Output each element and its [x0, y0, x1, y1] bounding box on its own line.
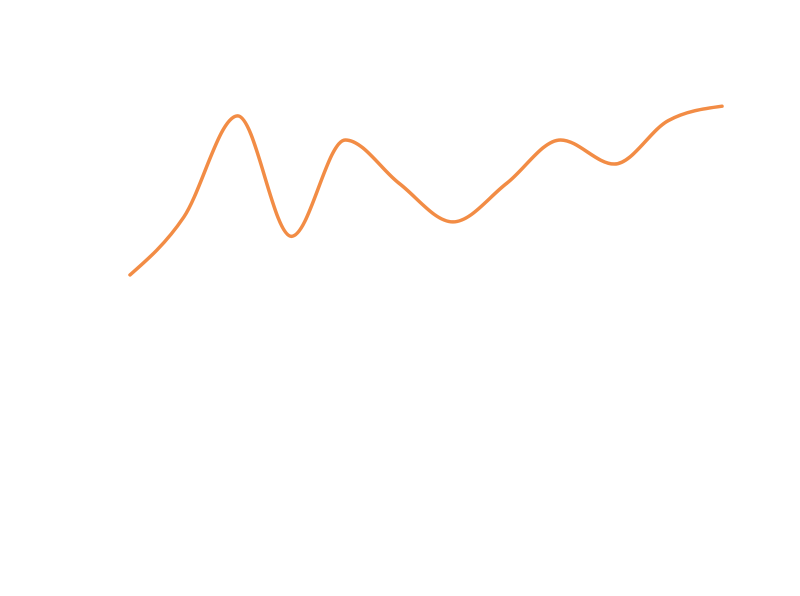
plot-area	[128, 104, 724, 277]
series-line-0	[128, 104, 724, 277]
